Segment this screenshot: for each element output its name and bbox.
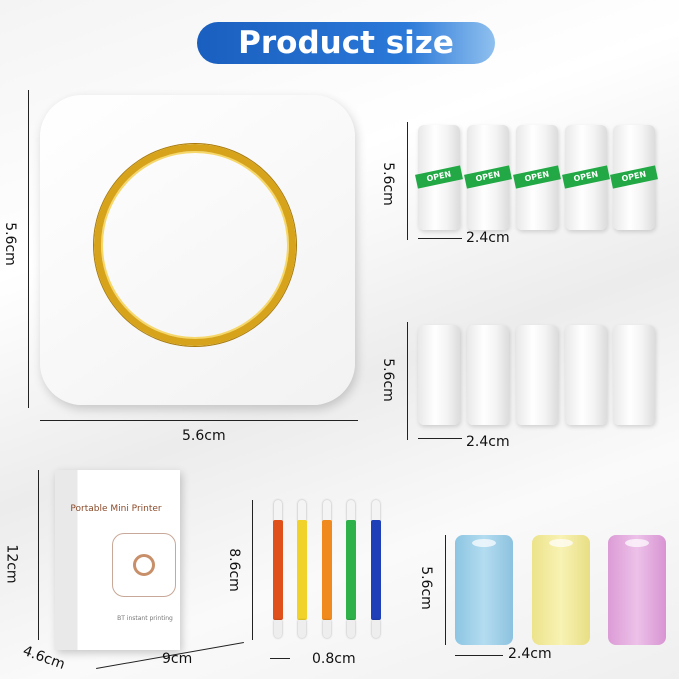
printer-width-arrow	[40, 420, 358, 421]
marker-length-label: 8.6cm	[225, 548, 242, 592]
marker-cap	[274, 620, 282, 638]
marker	[273, 520, 283, 620]
yellow-paper-roll	[532, 535, 590, 645]
open-label: OPEN	[513, 165, 561, 189]
marker-tip	[274, 500, 282, 522]
box-height-arrow	[38, 470, 39, 640]
title-banner: Product size	[197, 22, 495, 64]
rolls-width-label: 2.4cm	[466, 230, 510, 246]
paper-roll	[565, 325, 607, 425]
rolls-width-arrow	[418, 238, 462, 239]
open-label: OPEN	[610, 165, 658, 189]
marker-tip	[323, 500, 331, 522]
marker-tip	[372, 500, 380, 522]
pink-paper-roll	[608, 535, 666, 645]
open-label: OPEN	[562, 165, 610, 189]
marker	[371, 520, 381, 620]
box-height-label: 12cm	[3, 544, 20, 584]
box-title: Portable Mini Printer	[70, 504, 162, 514]
box-printer-graphic	[112, 533, 176, 597]
blue-paper-roll	[455, 535, 513, 645]
paper-roll	[467, 325, 509, 425]
open-label: OPEN	[415, 165, 463, 189]
rolls-width-label: 2.4cm	[466, 434, 510, 450]
marker-length-arrow	[252, 500, 253, 640]
marker	[322, 520, 332, 620]
marker-tip	[298, 500, 306, 522]
gold-ring	[94, 144, 296, 346]
marker-diameter-arrow	[270, 658, 290, 659]
box-subtitle: BT instant printing	[117, 615, 173, 622]
marker-tip	[347, 500, 355, 522]
rolls-height-label: 5.6cm	[379, 358, 396, 402]
open-label: OPEN	[464, 165, 512, 189]
marker-cap	[323, 620, 331, 638]
paper-roll: OPEN	[610, 125, 658, 230]
rolls-height-arrow	[407, 122, 408, 240]
marker-cap	[298, 620, 306, 638]
marker-diameter-label: 0.8cm	[312, 651, 356, 667]
marker	[346, 520, 356, 620]
box-printer-icon	[133, 554, 155, 576]
rolls-height-arrow	[407, 322, 408, 440]
color-rolls-width-label: 2.4cm	[508, 646, 552, 662]
box-width-label: 9cm	[162, 651, 193, 667]
paper-roll: OPEN	[464, 125, 512, 230]
color-rolls-height-label: 5.6cm	[417, 566, 434, 610]
marker-cap	[347, 620, 355, 638]
printer-width-label: 5.6cm	[182, 428, 226, 444]
printer-height-label: 5.6cm	[1, 222, 18, 266]
printer-height-arrow	[28, 90, 29, 408]
paper-roll	[613, 325, 655, 425]
marker-cap	[372, 620, 380, 638]
paper-roll: OPEN	[415, 125, 463, 230]
paper-roll: OPEN	[513, 125, 561, 230]
rolls-width-arrow	[418, 438, 462, 439]
printer-box	[55, 470, 180, 650]
paper-roll	[418, 325, 460, 425]
marker	[297, 520, 307, 620]
paper-roll: OPEN	[562, 125, 610, 230]
paper-roll	[516, 325, 558, 425]
rolls-height-label: 5.6cm	[379, 162, 396, 206]
color-rolls-width-arrow	[455, 655, 503, 656]
color-rolls-height-arrow	[445, 535, 446, 645]
